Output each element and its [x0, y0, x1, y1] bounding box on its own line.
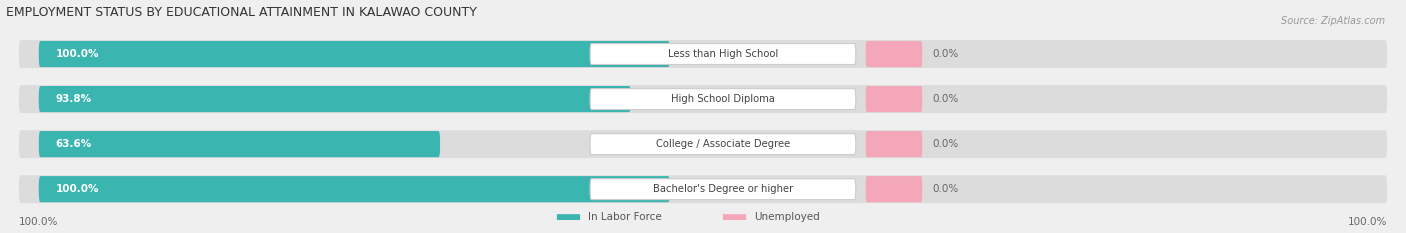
Text: 0.0%: 0.0%: [932, 94, 959, 104]
FancyBboxPatch shape: [557, 214, 581, 220]
FancyBboxPatch shape: [591, 44, 856, 65]
Text: 63.6%: 63.6%: [55, 139, 91, 149]
FancyBboxPatch shape: [866, 131, 922, 157]
FancyBboxPatch shape: [18, 175, 1388, 203]
Text: College / Associate Degree: College / Associate Degree: [655, 139, 790, 149]
Text: 93.8%: 93.8%: [55, 94, 91, 104]
FancyBboxPatch shape: [18, 85, 1388, 113]
Text: EMPLOYMENT STATUS BY EDUCATIONAL ATTAINMENT IN KALAWAO COUNTY: EMPLOYMENT STATUS BY EDUCATIONAL ATTAINM…: [6, 6, 477, 19]
Text: 100.0%: 100.0%: [1348, 217, 1388, 227]
Text: 0.0%: 0.0%: [932, 139, 959, 149]
FancyBboxPatch shape: [18, 40, 1388, 68]
FancyBboxPatch shape: [591, 179, 856, 200]
Text: 100.0%: 100.0%: [55, 184, 98, 194]
FancyBboxPatch shape: [18, 130, 1388, 158]
FancyBboxPatch shape: [39, 176, 669, 202]
Text: High School Diploma: High School Diploma: [671, 94, 775, 104]
FancyBboxPatch shape: [723, 214, 747, 220]
Text: 100.0%: 100.0%: [18, 217, 58, 227]
Text: 0.0%: 0.0%: [932, 184, 959, 194]
FancyBboxPatch shape: [39, 131, 440, 157]
Text: Unemployed: Unemployed: [754, 212, 820, 222]
Text: In Labor Force: In Labor Force: [588, 212, 662, 222]
Text: Bachelor's Degree or higher: Bachelor's Degree or higher: [652, 184, 793, 194]
FancyBboxPatch shape: [866, 176, 922, 202]
FancyBboxPatch shape: [591, 134, 856, 154]
FancyBboxPatch shape: [39, 86, 631, 112]
Text: 100.0%: 100.0%: [55, 49, 98, 59]
FancyBboxPatch shape: [591, 89, 856, 110]
FancyBboxPatch shape: [866, 41, 922, 67]
FancyBboxPatch shape: [866, 86, 922, 112]
Text: Less than High School: Less than High School: [668, 49, 778, 59]
FancyBboxPatch shape: [39, 41, 669, 67]
Text: 0.0%: 0.0%: [932, 49, 959, 59]
Text: Source: ZipAtlas.com: Source: ZipAtlas.com: [1281, 16, 1385, 26]
